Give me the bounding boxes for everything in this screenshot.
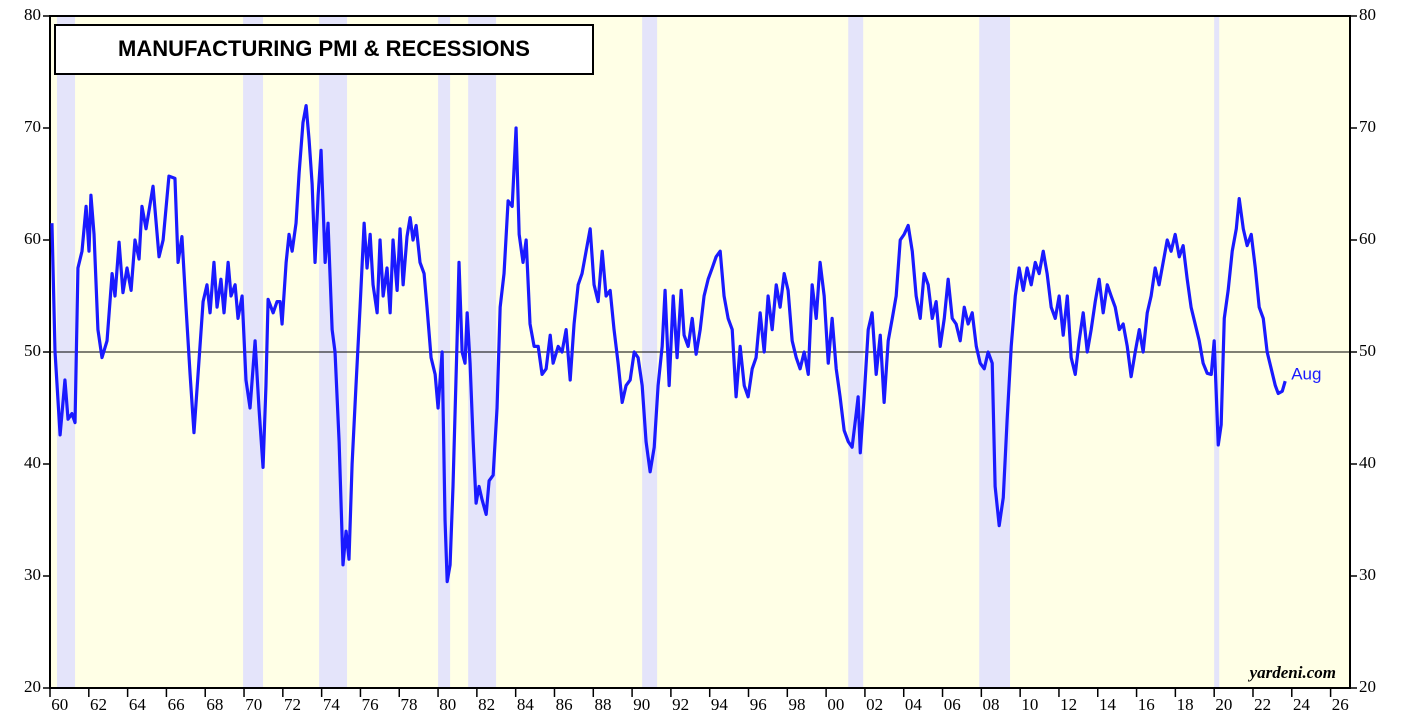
y2-tick-label: 40 (1359, 453, 1376, 472)
x-tick-label: 94 (711, 695, 729, 714)
x-tick-label: 06 (944, 695, 961, 714)
x-tick-label: 82 (478, 695, 495, 714)
x-tick-label: 80 (439, 695, 456, 714)
y-tick-label: 20 (24, 677, 41, 696)
x-tick-label: 84 (517, 695, 535, 714)
x-tick-label: 60 (51, 695, 68, 714)
x-tick-label: 24 (1293, 695, 1311, 714)
x-tick-label: 74 (323, 695, 341, 714)
chart-title: MANUFACTURING PMI & RECESSIONS (118, 36, 530, 61)
x-tick-label: 68 (206, 695, 223, 714)
x-tick-label: 96 (750, 695, 767, 714)
x-tick-label: 98 (789, 695, 806, 714)
y2-tick-label: 20 (1359, 677, 1376, 696)
x-tick-label: 92 (672, 695, 689, 714)
y2-tick-label: 60 (1359, 229, 1376, 248)
y2-tick-label: 30 (1359, 565, 1376, 584)
y2-tick-label: 80 (1359, 5, 1376, 24)
data-line (50, 104, 1287, 584)
x-tick-label: 04 (905, 695, 923, 714)
x-tick-label: 08 (983, 695, 1000, 714)
y2-tick-label: 70 (1359, 117, 1376, 136)
source: yardeni.com (1248, 663, 1336, 682)
x-tick-label: 12 (1060, 695, 1077, 714)
annotation: Aug (1291, 365, 1321, 384)
x-tick-label: 16 (1138, 695, 1155, 714)
x-tick-label: 22 (1254, 695, 1271, 714)
x-tick-label: 70 (245, 695, 262, 714)
x-tick-label: 86 (556, 695, 573, 714)
x-tick-label: 10 (1021, 695, 1038, 714)
x-tick-label: 66 (168, 695, 185, 714)
y-tick-label: 60 (24, 229, 41, 248)
y2-tick-label: 50 (1359, 341, 1376, 360)
x-tick-label: 76 (362, 695, 379, 714)
title-box (54, 24, 594, 75)
x-tick-label: 20 (1215, 695, 1232, 714)
x-tick-label: 00 (827, 695, 844, 714)
x-tick-label: 02 (866, 695, 883, 714)
y-tick-label: 30 (24, 565, 41, 584)
lines: Aug (50, 104, 1321, 584)
x-tick-label: 78 (400, 695, 417, 714)
x-tick-label: 90 (633, 695, 650, 714)
plot-frame (49, 15, 1351, 689)
axes: 20 20 30 30 40 40 50 50 60 60 70 70 80 80 60 62 64 66 68 70… (24, 5, 1376, 714)
x-tick-label: 64 (129, 695, 147, 714)
y-tick-label: 50 (24, 341, 41, 360)
y-tick-label: 40 (24, 453, 41, 472)
x-tick-label: 18 (1177, 695, 1194, 714)
x-tick-label: 72 (284, 695, 301, 714)
x-tick-label: 62 (90, 695, 107, 714)
y-tick-label: 70 (24, 117, 41, 136)
y-tick-label: 80 (24, 5, 41, 24)
x-tick-label: 14 (1099, 695, 1117, 714)
x-tick-label: 26 (1332, 695, 1349, 714)
x-tick-label: 88 (594, 695, 611, 714)
